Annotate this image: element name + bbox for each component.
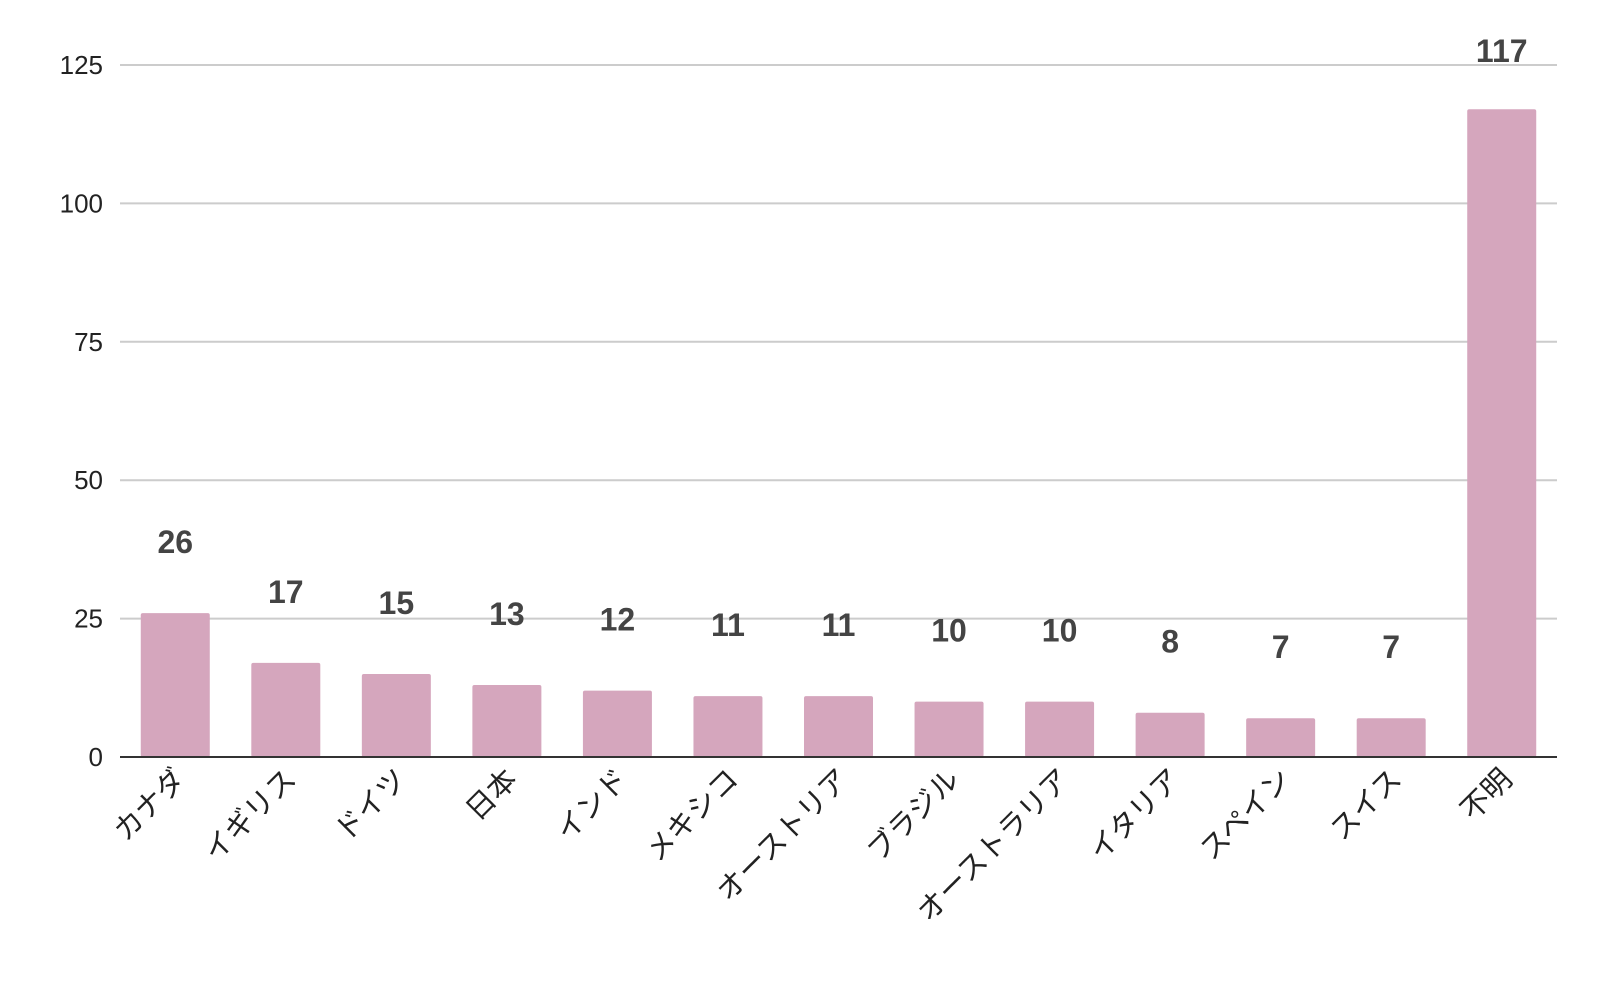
- bar: [472, 685, 542, 757]
- x-tick-label: ドイツ: [329, 763, 413, 847]
- y-tick-label: 75: [74, 327, 103, 357]
- bar: [140, 613, 210, 757]
- data-label: 26: [157, 524, 193, 560]
- x-tick-label: イタリア: [1083, 763, 1187, 867]
- data-label: 15: [379, 585, 415, 621]
- bar: [251, 662, 321, 757]
- x-tick-label: インド: [550, 763, 634, 847]
- data-label: 10: [1042, 613, 1078, 649]
- x-tick-label: スペイン: [1194, 763, 1297, 866]
- data-label: 11: [711, 607, 745, 643]
- data-label: 17: [268, 574, 304, 610]
- x-tick-label: イギリス: [198, 763, 303, 868]
- data-label: 13: [489, 596, 525, 632]
- bar: [1356, 718, 1426, 757]
- x-tick-label: 日本: [459, 763, 523, 827]
- y-tick-label: 25: [74, 604, 103, 634]
- y-tick-label: 0: [89, 742, 103, 772]
- bars: [140, 109, 1537, 757]
- x-tick-label: ブラジル: [861, 763, 966, 868]
- bar: [361, 673, 431, 757]
- y-tick-label: 50: [74, 465, 103, 495]
- bar: [914, 701, 984, 757]
- data-label: 12: [600, 602, 636, 638]
- y-axis-ticks: 0 25 50 75 100 125: [60, 50, 103, 772]
- x-tick-label: スイス: [1325, 763, 1409, 847]
- bar: [1246, 718, 1316, 757]
- bar: [693, 696, 763, 757]
- x-tick-label: メキシコ: [640, 763, 745, 868]
- y-tick-label: 100: [60, 188, 103, 218]
- data-label: 11: [822, 607, 856, 643]
- data-label: 8: [1161, 624, 1179, 660]
- bar: [804, 696, 873, 757]
- x-tick-label: 不明: [1455, 763, 1519, 827]
- data-label: 7: [1382, 629, 1400, 665]
- x-tick-label: カナダ: [107, 763, 192, 848]
- bar: [582, 690, 652, 757]
- bar: [1025, 701, 1095, 757]
- bar: [1135, 712, 1205, 757]
- data-label: 10: [931, 613, 967, 649]
- data-labels: 26 17 15 13 12 11 11 10 10 8 7 7 117: [157, 33, 1527, 665]
- data-label: 117: [1476, 33, 1528, 69]
- gridlines: [120, 64, 1557, 620]
- data-label: 7: [1272, 629, 1290, 665]
- y-tick-label: 125: [60, 50, 103, 80]
- bar: [1467, 109, 1537, 757]
